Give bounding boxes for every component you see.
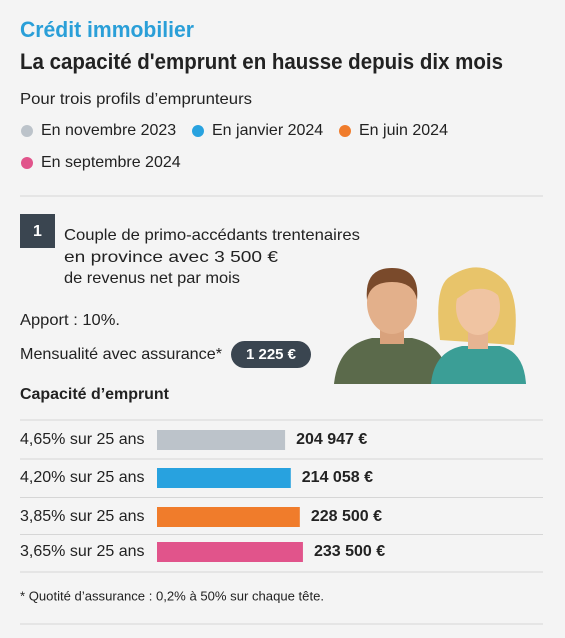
value-label: 204 947 €: [296, 431, 367, 448]
profile-line: en province avec 3 500 €: [64, 249, 278, 266]
bar: [157, 542, 303, 562]
footnote: * Quotité d’assurance : 0,2% à 50% sur c…: [20, 588, 324, 603]
profile-badge: [20, 214, 55, 248]
value-label: 228 500 €: [311, 508, 382, 525]
title: La capacité d'emprunt en hausse depuis d…: [20, 49, 503, 74]
category-label: 4,65% sur 25 ans: [20, 431, 145, 448]
value-label: 233 500 €: [314, 543, 385, 560]
chart-title: Capacité d’emprunt: [20, 386, 170, 403]
bar-chart: 4,65% sur 25 ans 204 947 € 4,20% sur 25 an…: [20, 419, 543, 573]
bar: [157, 468, 291, 488]
legend-swatch: [21, 157, 33, 169]
bar: [157, 507, 300, 527]
payment-value: 1 225 €: [246, 346, 297, 363]
kicker: Crédit immobilier: [20, 17, 194, 42]
apport: Apport : 10%.: [20, 312, 120, 329]
profile-number: 1: [33, 223, 42, 240]
legend-label: En janvier 2024: [212, 122, 323, 139]
category-label: 4,20% sur 25 ans: [20, 469, 145, 486]
profile-line: de revenus net par mois: [64, 270, 240, 287]
legend-swatch: [192, 125, 204, 137]
legend-swatch: [339, 125, 351, 137]
legend-label: En juin 2024: [359, 122, 448, 139]
intro: Pour trois profils d’emprunteurs: [20, 91, 252, 108]
legend-label: En novembre 2023: [41, 122, 176, 139]
illustration: [334, 267, 526, 384]
category-label: 3,85% sur 25 ans: [20, 508, 145, 525]
payment-label: Mensualité avec assurance*: [20, 346, 222, 363]
legend-label: En septembre 2024: [41, 154, 181, 171]
legend-swatch: [21, 125, 33, 137]
profile-line: Couple de primo-accédants trentenaires: [64, 227, 360, 244]
payment-pill: [231, 341, 311, 368]
category-label: 3,65% sur 25 ans: [20, 543, 145, 560]
bar: [157, 430, 286, 450]
legend: En novembre 2023 En janvier 2024 En juin 2…: [21, 122, 448, 171]
value-label: 214 058 €: [302, 469, 373, 486]
